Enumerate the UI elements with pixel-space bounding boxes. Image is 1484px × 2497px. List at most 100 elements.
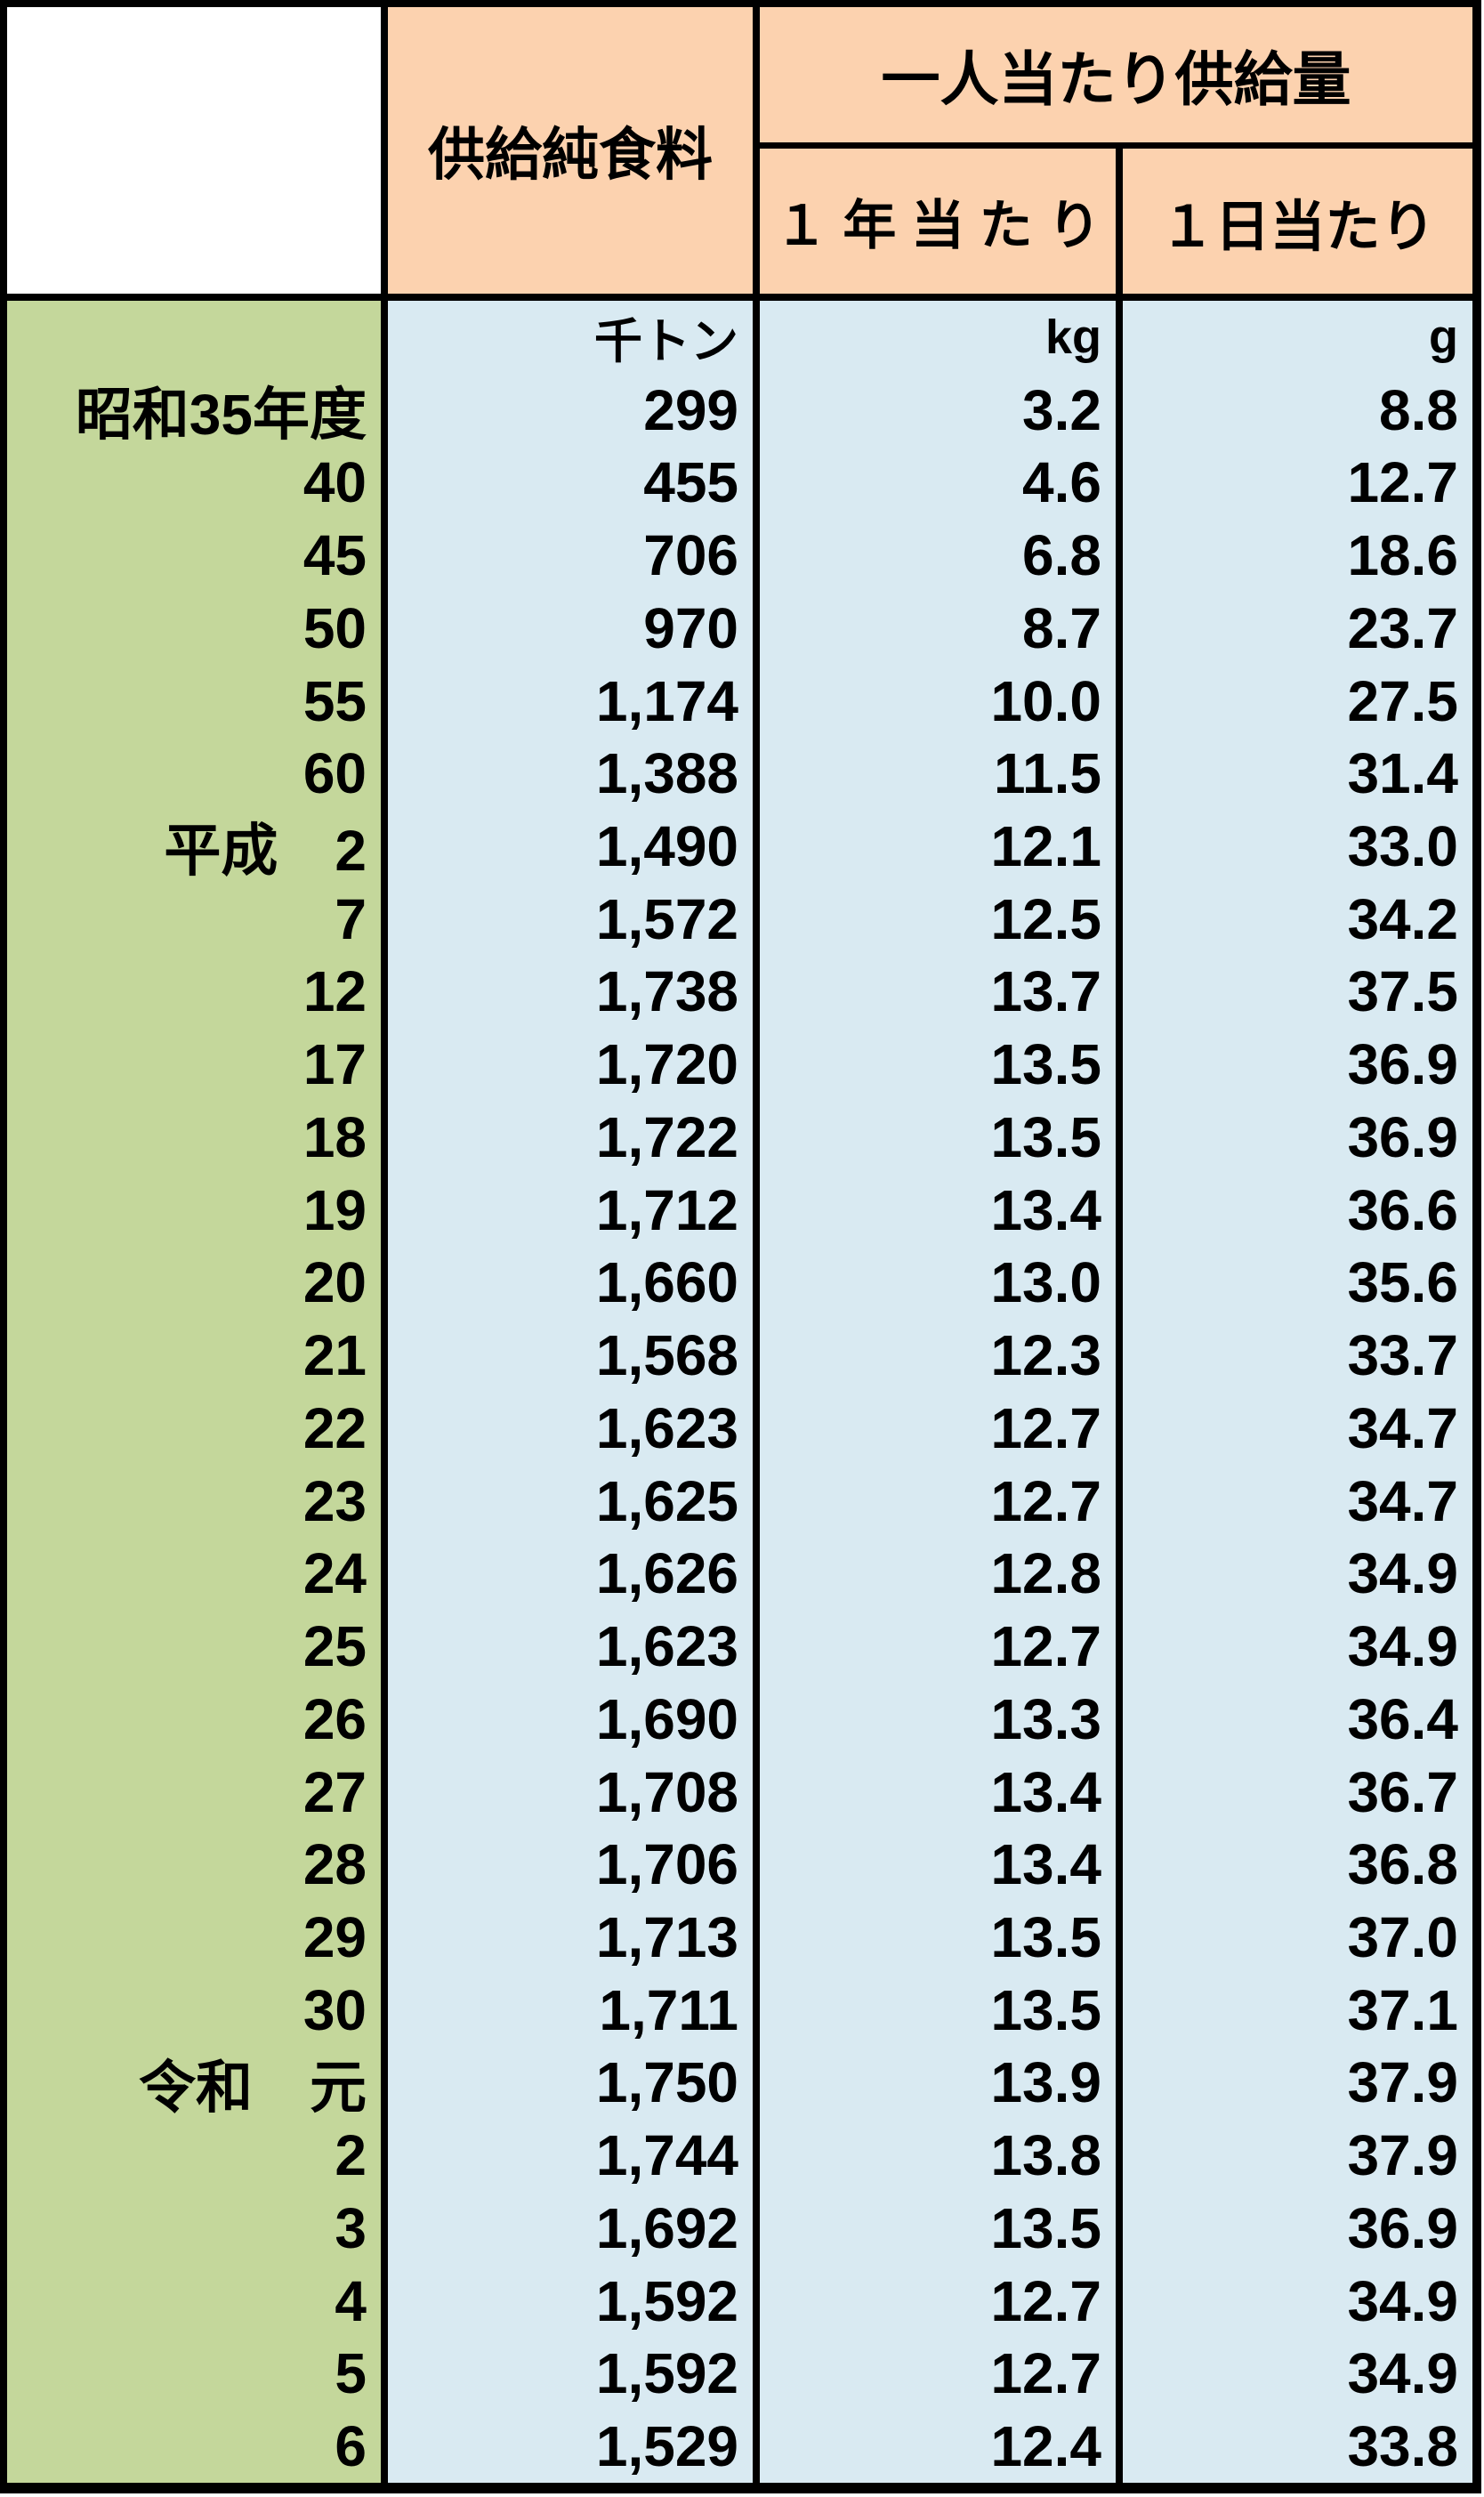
year-cell: 20 [302, 1250, 367, 1315]
year-cell: 19 [302, 1177, 367, 1242]
header-cell-per-year: １ 年 当 た り [760, 149, 1116, 294]
supply-cell: 1,592 [595, 2268, 738, 2333]
supply-cell: 1,592 [595, 2341, 738, 2406]
supply-cell: 1,692 [595, 2195, 738, 2260]
year-cell: 4 [335, 2268, 367, 2333]
per-day-cell: 36.6 [1347, 1177, 1458, 1242]
per-day-cell: 33.8 [1347, 2414, 1458, 2479]
per-year-cell: 12.3 [990, 1323, 1101, 1388]
per-day-cell: 23.7 [1347, 595, 1458, 660]
supply-cell: 1,623 [595, 1395, 738, 1460]
per-year-cell: 12.7 [990, 2341, 1101, 2406]
year-cell: 28 [302, 1832, 367, 1897]
supply-cell: 1,738 [595, 959, 738, 1024]
supply-cell: 1,713 [595, 1905, 738, 1970]
supply-cell: 1,490 [595, 814, 738, 878]
year-cell: 23 [302, 1468, 367, 1533]
per-year-cell: 4.6 [1022, 450, 1101, 515]
supply-cell: 1,712 [595, 1177, 738, 1242]
per-year-cell: 12.7 [990, 1468, 1101, 1533]
per-year-cell: 13.8 [990, 2123, 1101, 2188]
per-year-cell: 13.7 [990, 959, 1101, 1024]
supply-cell: 1,625 [595, 1468, 738, 1533]
per-year-cell: 13.4 [990, 1832, 1101, 1897]
supply-cell: 1,744 [595, 2123, 738, 2188]
per-day-cell: 34.7 [1347, 1395, 1458, 1460]
per-day-cell: 34.7 [1347, 1468, 1458, 1533]
supply-cell: 1,568 [595, 1323, 738, 1388]
per-day-cell: 36.9 [1347, 1104, 1458, 1169]
year-cell: 17 [302, 1032, 367, 1097]
per-day-cell: 37.5 [1347, 959, 1458, 1024]
per-year-cell: 12.4 [990, 2414, 1101, 2479]
year-cell: 27 [302, 1759, 367, 1824]
per-year-cell: 13.5 [990, 1977, 1101, 2042]
per-year-cell: 10.0 [990, 668, 1101, 733]
year-cell: 平成 2 [164, 819, 367, 883]
year-cell: 2 [335, 2123, 367, 2188]
per-day-cell: 33.0 [1347, 814, 1458, 878]
per-year-cell: 12.1 [990, 814, 1101, 878]
year-cell: 25 [302, 1614, 367, 1679]
year-cell: 令和 元 [139, 2055, 367, 2120]
year-cell: 3 [335, 2195, 367, 2260]
year-cell: 12 [302, 959, 367, 1024]
per-year-column: kg 3.2 4.6 6.8 8.7 10.0 11.5 12.1 12.5 13.7 13.5 13… [760, 301, 1116, 2483]
supply-cell: 455 [643, 450, 738, 515]
supply-cell: 1,711 [599, 1977, 738, 2042]
per-year-cell: 3.2 [1022, 377, 1101, 442]
supply-cell: 1,388 [595, 741, 738, 806]
per-day-cell: 18.6 [1347, 523, 1458, 588]
year-cell: 60 [302, 741, 367, 806]
per-day-cell: 36.9 [1347, 2195, 1458, 2260]
per-day-cell: 12.7 [1347, 450, 1458, 515]
year-cell: 18 [302, 1104, 367, 1169]
supply-cell: 1,706 [595, 1832, 738, 1897]
supply-unit-cell: 千トン [594, 315, 738, 369]
supply-cell: 1,529 [595, 2414, 738, 2479]
per-year-cell: 6.8 [1022, 523, 1101, 588]
per-day-cell: 8.8 [1379, 377, 1458, 442]
year-cell: 6 [335, 2414, 367, 2479]
per-year-cell: 13.9 [990, 2050, 1101, 2115]
per-year-cell: 13.4 [990, 1177, 1101, 1242]
per-year-cell: 13.0 [990, 1250, 1101, 1315]
year-cell: 26 [302, 1686, 367, 1751]
supply-cell: 1,626 [595, 1541, 738, 1606]
year-column: 昭和35年度 40 45 50 55 60 平成 2 7 12 17 18 19 20 21 22 23 24 2… [7, 301, 381, 2483]
supply-cell: 1,660 [595, 1250, 738, 1315]
year-cell: 45 [302, 523, 367, 588]
year-unit-cell [7, 301, 381, 374]
year-cell: 50 [302, 595, 367, 660]
year-cell: 55 [302, 668, 367, 733]
per-day-cell: 37.1 [1347, 1977, 1458, 2042]
supply-cell: 299 [643, 377, 738, 442]
per-day-column: g 8.8 12.7 18.6 23.7 27.5 31.4 33.0 34.2 37.5 36.9… [1123, 301, 1472, 2483]
year-cell: 7 [335, 886, 367, 951]
per-day-cell: 37.9 [1347, 2123, 1458, 2188]
supply-cell: 970 [643, 595, 738, 660]
header-cell-per-capita: 一人当たり供給量 [760, 7, 1472, 142]
per-day-cell: 34.2 [1347, 886, 1458, 951]
per-day-cell: 37.0 [1347, 1905, 1458, 1970]
per-day-cell: 27.5 [1347, 668, 1458, 733]
per-year-cell: 11.5 [993, 741, 1101, 806]
supply-cell: 1,750 [595, 2050, 738, 2115]
year-cell: 昭和35年度 [75, 382, 367, 447]
year-cell: 21 [302, 1323, 367, 1388]
year-cell: 22 [302, 1395, 367, 1460]
per-year-cell: 13.5 [990, 2195, 1101, 2260]
header-cell-supply: 供給純食料 [388, 7, 753, 294]
supply-cell: 706 [643, 523, 738, 588]
per-year-cell: 12.8 [990, 1541, 1101, 1606]
per-year-cell: 13.4 [990, 1759, 1101, 1824]
year-cell: 24 [302, 1541, 367, 1606]
header-cell-corner [7, 7, 381, 294]
per-day-unit-cell: g [1429, 310, 1458, 364]
per-year-cell: 8.7 [1022, 595, 1101, 660]
per-day-cell: 36.4 [1347, 1686, 1458, 1751]
supply-cell: 1,690 [595, 1686, 738, 1751]
per-day-cell: 36.8 [1347, 1832, 1458, 1897]
per-day-cell: 35.6 [1347, 1250, 1458, 1315]
